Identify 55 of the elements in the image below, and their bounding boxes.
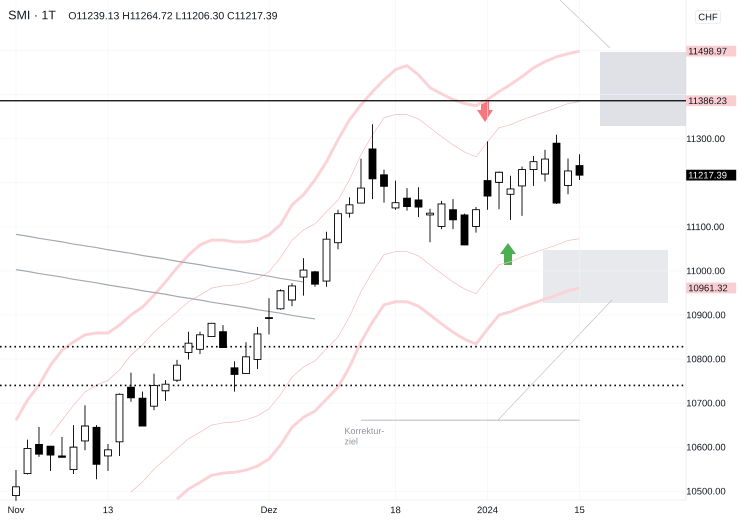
candlestick [265,298,273,335]
y-tick-label: 10800.00 [686,356,726,362]
text: O11239.13 H11264.72 L11206.30 C11217.39 [68,12,277,20]
x-tick-label: 15 [574,506,584,514]
candlestick [414,186,422,218]
annotation: Korrektur-ziel [344,427,384,445]
candlestick [518,166,526,216]
candlestick [58,436,66,458]
candlestick [495,171,503,210]
candlestick [196,331,204,355]
candlestick [276,288,284,310]
candlestick [173,359,181,382]
y-tick-label: 10500.00 [686,488,726,495]
y-tick-label: 10700.00 [686,400,726,406]
x-tick-label: 13 [103,506,113,514]
y-tick-label: 10600.00 [686,444,726,450]
y-tick-label: 11000.00 [686,268,725,274]
candlestick [541,149,549,182]
y-tick-label: 10900.00 [686,312,726,318]
candlestick [311,270,319,288]
candlestick [484,140,492,210]
candlestick [380,169,388,204]
candlestick [46,445,54,472]
candlestick [288,282,296,307]
y-tick-label: 11217.39 [688,172,727,179]
candlestick [564,158,572,195]
candlestick [403,188,411,212]
candlestick [35,426,43,458]
y-tick-label: 10961.32 [688,284,728,292]
candlestick [392,180,400,210]
y-axis-title: CHF [698,14,718,20]
candlestick [357,158,365,204]
candlestick [472,206,480,234]
x-tick-label: Nov [8,506,24,514]
y-tick-label: 11100.00 [686,224,724,230]
x-tick-label: 18 [390,506,400,514]
x-tick-label: 2024 [477,506,498,514]
y-tick-label: 11498.97 [688,48,727,54]
candlestick [438,200,446,230]
candlestick [104,444,112,472]
candlestick [346,196,354,218]
candlestick [12,470,20,502]
y-tick-label: 11386.23 [688,97,727,104]
candlestick [576,154,584,180]
x-tick-label: Dez [261,506,277,514]
candlestick [449,198,457,230]
candlestick [70,424,78,474]
candlestick [506,175,514,220]
candlestick [81,404,89,451]
candlestick [530,155,538,186]
candlestick [426,208,434,243]
candlestick [300,258,308,296]
text: SMI · 1T [8,10,56,20]
line-series [14,50,582,422]
y-tick-label: 11300.00 [686,135,725,142]
